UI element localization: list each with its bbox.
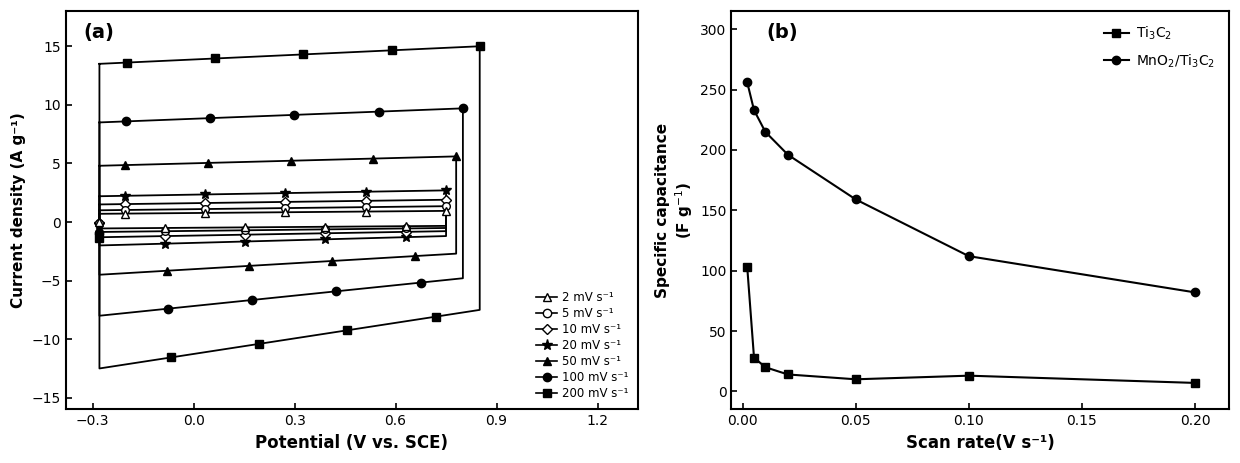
MnO$_2$/Ti$_3$C$_2$ bbox=[758, 129, 773, 135]
MnO$_2$/Ti$_3$C$_2$ bbox=[740, 80, 755, 85]
MnO$_2$/Ti$_3$C$_2$ bbox=[1188, 289, 1203, 295]
Ti$_3$C$_2$ bbox=[758, 364, 773, 370]
Text: (b): (b) bbox=[766, 23, 797, 42]
Text: (a): (a) bbox=[83, 23, 114, 42]
MnO$_2$/Ti$_3$C$_2$ bbox=[780, 152, 795, 157]
X-axis label: Scan rate(V s⁻¹): Scan rate(V s⁻¹) bbox=[905, 434, 1054, 452]
Ti$_3$C$_2$ bbox=[780, 372, 795, 377]
Ti$_3$C$_2$ bbox=[1188, 380, 1203, 386]
MnO$_2$/Ti$_3$C$_2$ bbox=[746, 107, 761, 113]
Legend: 2 mV s⁻¹, 5 mV s⁻¹, 10 mV s⁻¹, 20 mV s⁻¹, 50 mV s⁻¹, 100 mV s⁻¹, 200 mV s⁻¹: 2 mV s⁻¹, 5 mV s⁻¹, 10 mV s⁻¹, 20 mV s⁻¹… bbox=[532, 288, 632, 404]
Legend: Ti$_3$C$_2$, MnO$_2$/Ti$_3$C$_2$: Ti$_3$C$_2$, MnO$_2$/Ti$_3$C$_2$ bbox=[1097, 18, 1221, 76]
MnO$_2$/Ti$_3$C$_2$ bbox=[848, 197, 863, 202]
X-axis label: Potential (V vs. SCE): Potential (V vs. SCE) bbox=[255, 434, 449, 452]
MnO$_2$/Ti$_3$C$_2$ bbox=[961, 253, 976, 259]
Ti$_3$C$_2$ bbox=[848, 376, 863, 382]
Y-axis label: Current density (A g⁻¹): Current density (A g⁻¹) bbox=[11, 113, 26, 308]
Ti$_3$C$_2$ bbox=[961, 373, 976, 378]
Line: MnO$_2$/Ti$_3$C$_2$: MnO$_2$/Ti$_3$C$_2$ bbox=[743, 78, 1199, 296]
Ti$_3$C$_2$ bbox=[740, 264, 755, 270]
Y-axis label: Specific capacitance
(F g$^{-1}$): Specific capacitance (F g$^{-1}$) bbox=[655, 123, 694, 298]
Line: Ti$_3$C$_2$: Ti$_3$C$_2$ bbox=[743, 263, 1199, 387]
Ti$_3$C$_2$ bbox=[746, 355, 761, 360]
